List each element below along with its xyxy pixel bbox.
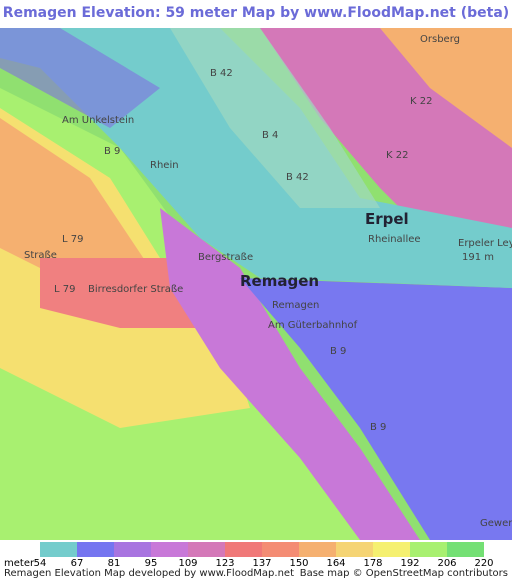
legend-swatch <box>336 542 373 557</box>
legend-unit: meter <box>4 558 35 569</box>
legend-swatch <box>114 542 151 557</box>
legend-swatch <box>188 542 225 557</box>
footer-left: Remagen Elevation Map developed by www.F… <box>4 568 294 579</box>
map-label: B 9 <box>104 146 120 157</box>
legend-value: 150 <box>289 558 309 569</box>
footer-right: Base map © OpenStreetMap contributors <box>299 568 508 579</box>
map-label: B 9 <box>370 422 386 433</box>
legend-value: 164 <box>326 558 346 569</box>
legend-value: 192 <box>400 558 420 569</box>
map-label: Remagen <box>240 272 319 290</box>
legend-value: 109 <box>178 558 198 569</box>
map-label: B 4 <box>262 130 278 141</box>
map-label: L 79 <box>62 234 83 245</box>
map-label: Remagen <box>272 300 319 311</box>
legend-value: 178 <box>363 558 383 569</box>
map-label: K 22 <box>386 150 408 161</box>
map-label: B 42 <box>210 68 233 79</box>
legend-value: 95 <box>144 558 158 569</box>
map-label: Birresdorfer Straße <box>88 284 183 295</box>
legend-swatch <box>262 542 299 557</box>
map-label: Am Güterbahnhof <box>268 320 358 331</box>
legend-swatch <box>447 542 484 557</box>
map-label: Straße <box>24 250 57 261</box>
map-label: Erpeler Ley <box>458 238 512 249</box>
legend-swatch <box>77 542 114 557</box>
map-label: Orsberg <box>420 34 460 45</box>
legend-swatch <box>299 542 336 557</box>
map-label: Rheinallee <box>368 234 421 245</box>
legend-value: 67 <box>70 558 84 569</box>
map-label: Bergstraße <box>198 252 253 263</box>
title: Remagen Elevation: 59 meter Map by www.F… <box>2 5 510 21</box>
map-label: L 79 <box>54 284 75 295</box>
legend-value: 81 <box>107 558 121 569</box>
legend-swatch <box>40 542 77 557</box>
legend-value: 123 <box>215 558 235 569</box>
legend-value: 137 <box>252 558 272 569</box>
legend-swatch <box>373 542 410 557</box>
map: Orsberg B 42 B 4 B 42 K 22 K 22 Am Unkelstein B… <box>0 28 512 540</box>
map-label: Am Unkelstein <box>62 115 134 126</box>
legend-value: 220 <box>474 558 494 569</box>
legend-swatch <box>151 542 188 557</box>
map-label: Gewer <box>480 518 512 529</box>
map-label: Rhein <box>150 160 179 171</box>
map-label: K 22 <box>410 96 432 107</box>
legend-swatch <box>410 542 447 557</box>
legend-value: 206 <box>437 558 457 569</box>
legend-swatch <box>225 542 262 557</box>
map-label: 191 m <box>462 252 494 263</box>
legend-value: 54 <box>33 558 47 569</box>
map-label: B 42 <box>286 172 309 183</box>
map-label: Erpel <box>365 210 409 228</box>
map-label: B 9 <box>330 346 346 357</box>
